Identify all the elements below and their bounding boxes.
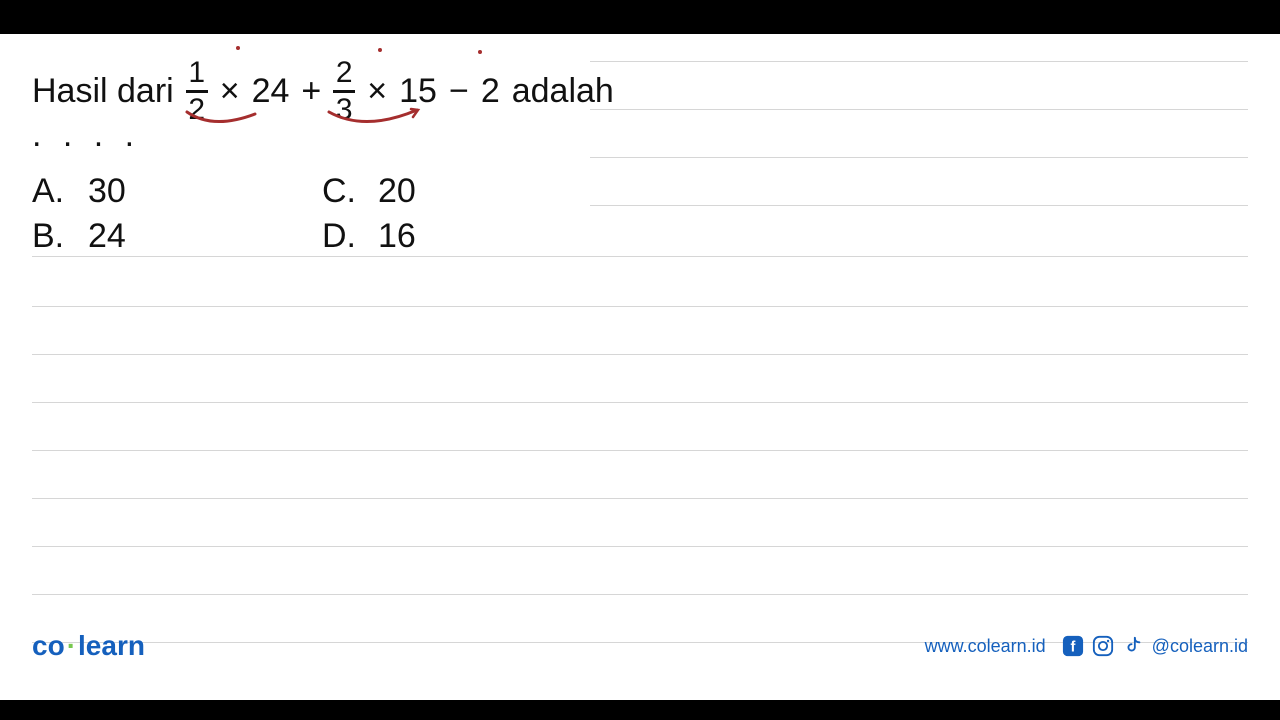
op-times-1: × [220,72,240,111]
ellipsis-blank: . . . . [32,116,140,155]
number-24: 24 [252,72,290,111]
q-prefix: Hasil dari [32,72,174,111]
option-a-value: 30 [88,172,126,211]
instagram-icon [1092,635,1114,657]
frac2-denominator: 3 [336,95,353,125]
option-c-letter: C. [322,172,378,211]
option-b-value: 24 [88,217,126,256]
colearn-logo: co·learn [32,630,145,662]
gridline [32,354,1248,355]
footer-handle: @colearn.id [1152,636,1248,657]
social-icons: f @colearn.id [1062,635,1248,657]
option-d-letter: D. [322,217,378,256]
footer: co·learn www.colearn.id f @colearn.id [32,626,1248,666]
option-a-letter: A. [32,172,88,211]
gridline [32,594,1248,595]
number-2: 2 [481,72,500,111]
gridline [32,402,1248,403]
question-text: Hasil dari 1 2 × 24 + 2 3 × 15 − 2 adala… [32,58,614,125]
gridline [32,306,1248,307]
annotation-dot [478,50,482,54]
option-row: A. 30 C. 20 [32,172,416,211]
q-suffix: adalah [512,72,614,111]
gridline [590,109,1248,110]
option-b-letter: B. [32,217,88,256]
logo-learn: learn [78,630,145,661]
frac2-numerator: 2 [336,58,353,88]
gridline [32,498,1248,499]
footer-url: www.colearn.id [925,636,1046,657]
option-d-value: 16 [378,217,416,256]
gridline [590,61,1248,62]
tiktok-icon [1122,635,1144,657]
option-c-value: 20 [378,172,416,211]
logo-co: co [32,630,65,661]
gridline [32,546,1248,547]
op-times-2: × [367,72,387,111]
svg-text:f: f [1070,640,1075,656]
frac1-numerator: 1 [188,58,205,88]
option-row: B. 24 D. 16 [32,217,416,256]
logo-dot: · [67,630,76,661]
gridline [590,157,1248,158]
letterbox-bottom [0,700,1280,720]
fraction-2: 2 3 [333,58,355,125]
gridline [590,205,1248,206]
op-plus: + [301,72,321,111]
annotation-dot [236,46,240,50]
answer-options: A. 30 C. 20 B. 24 D. 16 [32,172,416,262]
facebook-icon: f [1062,635,1084,657]
fraction-1: 1 2 [186,58,208,125]
footer-right: www.colearn.id f @colearn.id [925,635,1248,657]
annotation-dot [378,48,382,52]
number-15: 15 [399,72,437,111]
letterbox-top [0,0,1280,34]
page-canvas: Hasil dari 1 2 × 24 + 2 3 × 15 − 2 adala… [0,34,1280,700]
frac1-denominator: 2 [188,95,205,125]
op-minus: − [449,72,469,111]
gridline [32,450,1248,451]
